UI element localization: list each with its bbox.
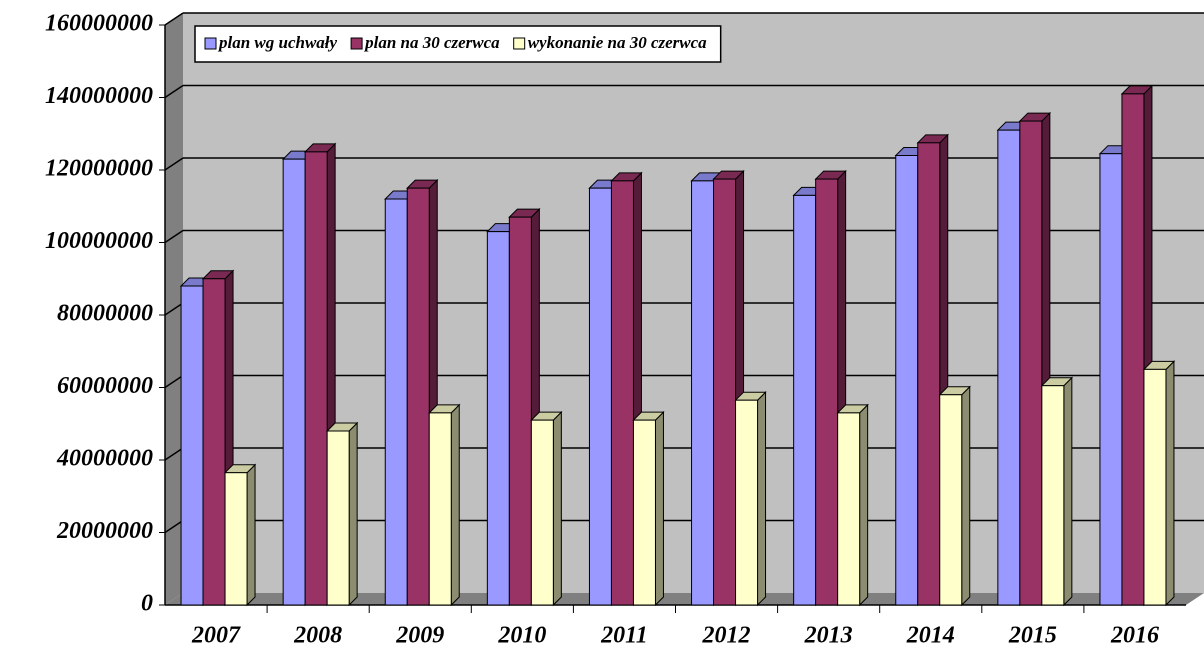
bar-front xyxy=(1143,368,1167,606)
grid-line xyxy=(164,157,184,171)
legend-label: plan na 30 czerwca xyxy=(363,33,500,52)
bar-front xyxy=(508,216,532,606)
bar-front xyxy=(202,278,226,606)
legend-swatch xyxy=(350,37,363,50)
legend-label: wykonanie na 30 czerwca xyxy=(528,33,707,52)
bar-side xyxy=(552,410,562,607)
bar xyxy=(836,403,869,607)
grid-line xyxy=(164,302,184,316)
y-tick-label: 80000000 xyxy=(57,301,153,327)
bar-side xyxy=(859,403,869,607)
bar-side xyxy=(348,421,358,607)
bar-front xyxy=(530,419,554,606)
bar-side xyxy=(450,403,460,607)
bar xyxy=(632,410,665,607)
bar-front xyxy=(304,151,328,606)
bar-front xyxy=(1041,385,1065,606)
bar-side xyxy=(1063,376,1073,607)
bar xyxy=(1040,376,1074,607)
bar-front xyxy=(691,180,715,606)
bar-front xyxy=(1099,153,1123,606)
bar-front xyxy=(837,412,861,606)
x-tick-label: 2015 xyxy=(1008,623,1057,649)
bar-front xyxy=(282,158,306,606)
grid-line xyxy=(164,447,184,461)
legend-swatch xyxy=(204,37,217,50)
x-tick-label: 2016 xyxy=(1110,623,1159,649)
y-tick-label: 40000000 xyxy=(56,446,153,472)
x-tick-label: 2008 xyxy=(293,623,342,649)
bar-front xyxy=(326,430,350,606)
legend: plan wg uchwały plan na 30 czerwca wykonan… xyxy=(194,25,722,63)
grid-line xyxy=(164,229,184,244)
grid-line xyxy=(164,12,184,26)
bar-front xyxy=(588,187,612,606)
y-tick-label: 160000000 xyxy=(45,11,153,37)
x-tick-label: 2014 xyxy=(906,623,955,649)
legend-label: plan wg uchwały xyxy=(217,33,338,52)
bar-front xyxy=(610,180,634,606)
x-tick-label: 2010 xyxy=(497,623,546,649)
x-tick-label: 2011 xyxy=(600,623,648,649)
bar-front xyxy=(1019,120,1043,606)
grid-line xyxy=(164,374,184,389)
bar xyxy=(428,403,461,607)
bar-front xyxy=(486,231,510,606)
bar xyxy=(938,385,971,607)
bar xyxy=(734,390,767,607)
bar-front xyxy=(632,419,656,606)
bar-side xyxy=(1165,360,1175,607)
y-tick-label: 60000000 xyxy=(57,373,153,399)
bar-front xyxy=(815,178,839,606)
bar-front xyxy=(180,285,204,606)
grid-line xyxy=(164,519,184,534)
bar-side xyxy=(961,385,971,607)
bar-front xyxy=(1121,93,1145,606)
bar xyxy=(1142,360,1176,607)
bar-front xyxy=(793,194,817,606)
bar-front xyxy=(939,394,963,606)
x-tick-label: 2007 xyxy=(191,623,241,649)
x-tick-label: 2013 xyxy=(804,623,853,649)
bar-front xyxy=(713,178,737,606)
bar-front xyxy=(406,187,430,606)
bar-front xyxy=(917,142,941,606)
y-tick-label: 0 xyxy=(141,591,153,617)
y-tick-label: 140000000 xyxy=(45,83,153,109)
bar xyxy=(530,410,563,607)
bar-front xyxy=(997,129,1021,606)
bar-front xyxy=(224,472,248,606)
y-tick-label: 100000000 xyxy=(45,228,153,254)
y-tick-label: 20000000 xyxy=(56,518,153,544)
grid-line xyxy=(164,84,184,99)
bar-side xyxy=(654,410,664,607)
bar-side xyxy=(757,390,767,607)
bar-front xyxy=(428,412,452,606)
legend-box xyxy=(194,25,722,63)
bar xyxy=(223,463,257,607)
y-tick-label: 120000000 xyxy=(45,156,153,182)
bar-front xyxy=(735,399,759,606)
legend-swatch xyxy=(513,37,526,50)
x-tick-label: 2012 xyxy=(702,623,751,649)
bar-front xyxy=(384,198,408,606)
bar xyxy=(325,421,359,607)
x-tick-label: 2009 xyxy=(395,623,444,649)
bar-front xyxy=(895,155,919,606)
bar-side xyxy=(246,463,256,607)
